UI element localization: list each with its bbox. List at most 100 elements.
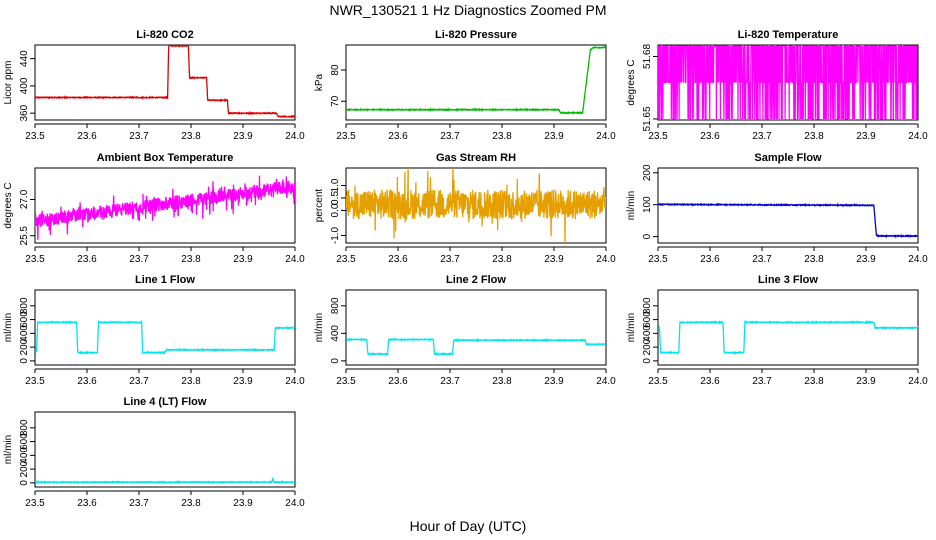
y-tick-label: 0 [19,358,30,364]
x-tick-label: 23.8 [804,254,824,265]
y-tick-label: 200 [19,460,30,477]
x-tick-label: 24.0 [908,131,928,142]
series-line [658,45,918,120]
y-tick-label: 0.5 [330,191,341,205]
panel-title: Line 2 Flow [446,274,506,286]
panel-li-820-co2: Li-820 CO2 Licor ppm 360 400 440 23.5 23.6 23.7… [3,29,305,142]
x-tick-label: 24.0 [908,376,928,387]
x-tick-label: 23.6 [77,131,97,142]
series-group [35,319,295,355]
panel-title: Li-820 Temperature [738,29,839,41]
x-tick-label: 23.5 [25,131,45,142]
series-group [346,168,606,243]
series-line [346,168,606,243]
x-tick-label: 23.5 [648,131,668,142]
x-tick-label: 24.0 [596,376,616,387]
y-axis-label: ml/min [626,313,637,342]
x-tick-label: 23.5 [336,131,356,142]
x-tick-label: 23.6 [388,254,408,265]
y-axis-label: ml/min [314,313,325,342]
y-tick-label: 0 [642,358,653,364]
series-line [346,337,606,357]
x-tick-label: 23.9 [856,376,876,387]
series-group [35,476,295,485]
plot-frame [345,289,607,366]
x-tick-label: 23.6 [388,376,408,387]
y-axis-label: ml/min [3,435,14,464]
x-tick-label: 24.0 [596,131,616,142]
series-group [346,45,606,115]
x-tick-label: 23.6 [77,254,97,265]
plot-frame [345,44,607,121]
y-tick-label: 51.68 [642,44,653,69]
y-tick-label: 800 [330,297,341,314]
series-line [658,319,918,355]
plot-frame [34,411,296,488]
panel-line-2-flow: Line 2 Flow ml/min 0 400 800 23.5 23.6 23.7 23.8… [314,274,616,387]
y-tick-label: 400 [19,447,30,464]
x-tick-label: 23.8 [181,254,201,265]
panel-title: Line 3 Flow [758,274,818,286]
y-tick-label: 800 [19,419,30,436]
x-tick-label: 23.9 [544,254,564,265]
x-tick-label: 23.7 [440,131,460,142]
x-tick-label: 24.0 [908,254,928,265]
x-tick-label: 23.8 [804,131,824,142]
figure-title: NWR_130521 1 Hz Diagnostics Zoomed PM [329,2,606,18]
y-tick-label: 0 [642,233,653,239]
y-tick-label: 600 [19,311,30,328]
panel-li-820-pressure: Li-820 Pressure kPa 70 80 23.5 23.6 23.7 23.8 23… [314,29,616,142]
series-group [658,319,918,355]
series-line [658,202,918,239]
y-axis-label: percent [314,189,325,223]
x-tick-label: 23.8 [492,131,512,142]
x-axis-label: Hour of Day (UTC) [410,518,527,534]
y-tick-label: 0 [330,358,341,364]
y-tick-label: 800 [19,297,30,314]
x-tick-label: 23.5 [336,376,356,387]
x-tick-label: 23.8 [181,498,201,509]
x-tick-label: 23.8 [181,131,201,142]
x-tick-label: 23.8 [492,376,512,387]
series-line [35,476,295,485]
y-tick-label: 200 [642,164,653,181]
series-line [35,319,295,355]
x-tick-label: 23.5 [648,254,668,265]
series-group [35,45,295,119]
x-tick-label: 24.0 [285,131,305,142]
y-tick-label: 25.5 [19,226,30,246]
y-tick-label: 1.0 [330,178,341,192]
y-axis-label: degrees C [3,182,14,228]
x-tick-label: 24.0 [285,498,305,509]
panel-title: Line 4 (LT) Flow [124,396,207,408]
y-axis-label: kPa [314,73,325,91]
x-tick-label: 24.0 [285,376,305,387]
x-tick-label: 23.5 [25,498,45,509]
y-tick-label: 200 [642,338,653,355]
y-axis-label: ml/min [626,191,637,220]
x-tick-label: 23.9 [233,376,253,387]
y-tick-label: 51.65 [642,106,653,131]
series-group [35,175,295,240]
x-tick-label: 23.7 [129,254,149,265]
series-group [346,337,606,357]
y-axis-label: ml/min [3,313,14,342]
panel-li-820-temperature: Li-820 Temperature degrees C 51.65 51.68 23.… [626,29,928,142]
x-tick-label: 24.0 [596,254,616,265]
x-tick-label: 23.7 [752,376,772,387]
panel-title: Gas Stream RH [436,152,516,164]
x-tick-label: 23.9 [544,376,564,387]
x-tick-label: 23.5 [25,254,45,265]
panel-gas-stream-rh: Gas Stream RH percent -1.0 0.00.51.0 23.5 23.… [314,152,616,265]
x-tick-label: 23.6 [77,376,97,387]
x-tick-label: 23.5 [648,376,668,387]
x-tick-label: 23.7 [440,254,460,265]
x-tick-label: 23.6 [388,131,408,142]
panel-ambient-box-temperature: Ambient Box Temperature degrees C 25.5 27.0… [3,152,305,265]
panel-title: Sample Flow [754,152,822,164]
x-tick-label: 24.0 [285,254,305,265]
